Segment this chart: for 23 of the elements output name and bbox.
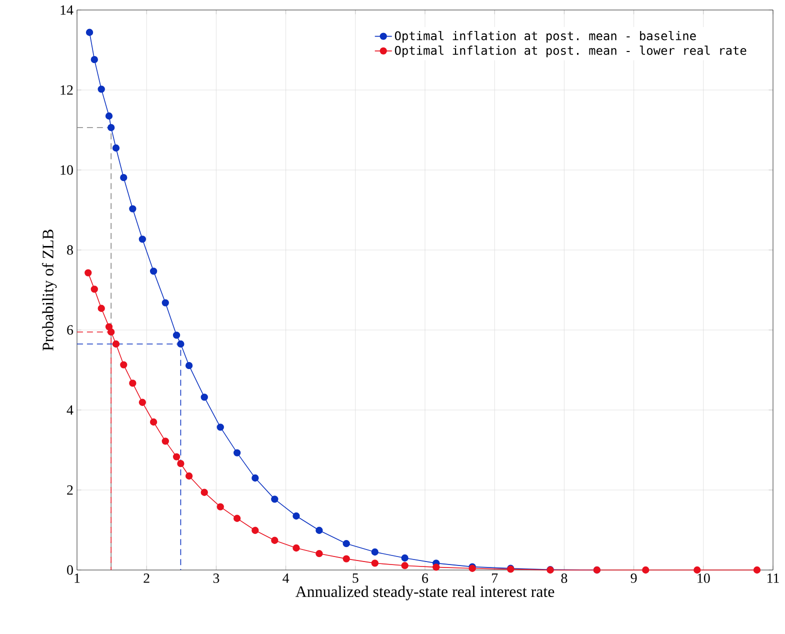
- legend-label: Optimal inflation at post. mean - lower real rate: [394, 46, 746, 58]
- x-axis-title: Annualized steady-state real interest rate: [295, 586, 554, 600]
- x-tick-label: 9: [630, 574, 637, 583]
- x-tick-label: 10: [698, 574, 710, 583]
- y-tick-label: 10: [60, 165, 73, 175]
- x-tick-label: 5: [352, 574, 358, 583]
- x-tick-label: 11: [768, 574, 779, 583]
- y-axis-title: Probability of ZLB: [42, 230, 57, 351]
- x-tick-label: 6: [422, 574, 428, 583]
- x-tick-label: 3: [213, 574, 220, 583]
- x-tick-label: 1: [74, 574, 80, 583]
- x-tick-label: 2: [144, 574, 150, 583]
- y-tick-label: 4: [66, 405, 74, 415]
- legend-label: Optimal inflation at post. mean - baseline: [394, 30, 696, 43]
- y-tick-label: 14: [60, 5, 74, 15]
- y-tick-label: 12: [60, 85, 73, 95]
- y-tick-label: 0: [67, 565, 73, 575]
- x-tick-label: 8: [561, 574, 568, 583]
- y-tick-label: 6: [67, 325, 74, 335]
- y-tick-label: 8: [67, 245, 73, 255]
- x-tick-label: 4: [282, 574, 290, 583]
- x-tick-label: 7: [492, 574, 498, 583]
- y-tick-label: 2: [67, 485, 73, 495]
